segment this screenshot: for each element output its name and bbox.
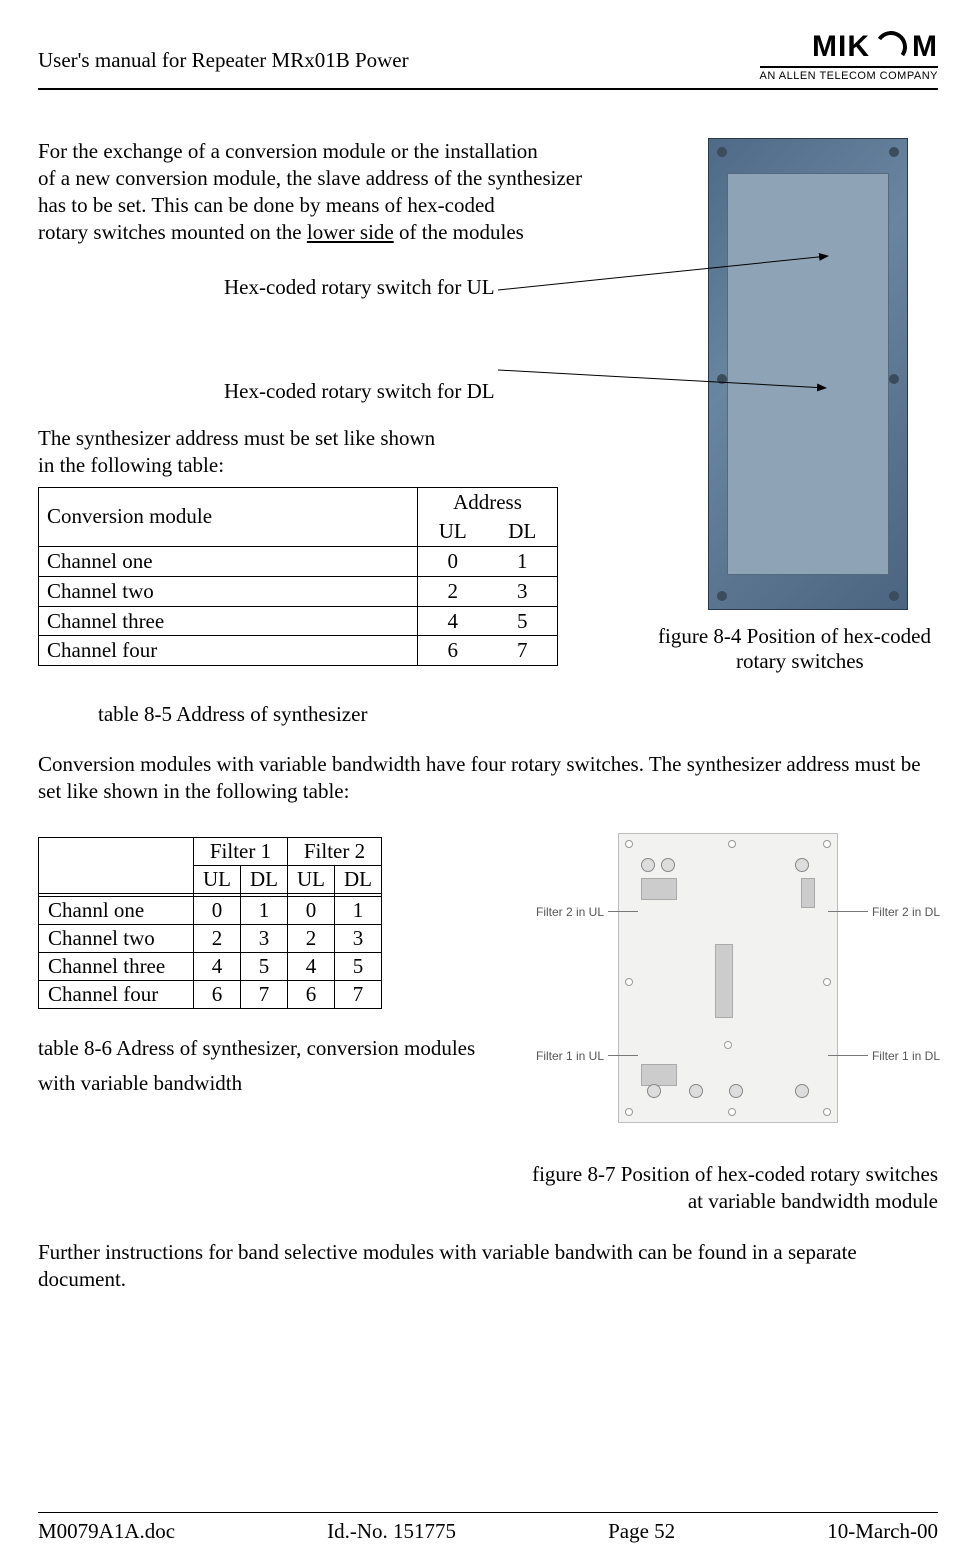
intro-line: rotary switches mounted on the <box>38 220 307 244</box>
header-title: User's manual for Repeater MRx01B Power <box>38 30 409 73</box>
table-cell: 5 <box>488 606 558 636</box>
logo-text-right: M <box>912 30 938 64</box>
module-photo <box>708 138 908 610</box>
table-row: Channel four 6 7 6 7 <box>39 980 382 1008</box>
table-cell: 0 <box>194 896 241 924</box>
table-cell: 7 <box>335 980 382 1008</box>
table-subheader: DL <box>241 865 288 893</box>
table-cell: 4 <box>194 952 241 980</box>
table-cell: 4 <box>418 606 488 636</box>
table-cell: 3 <box>335 924 382 952</box>
intro-line: of the modules <box>394 220 524 244</box>
caption-line: at variable bandwidth module <box>688 1189 938 1213</box>
footer-page: Page 52 <box>608 1519 675 1544</box>
intro-paragraph: For the exchange of a conversion module … <box>38 138 634 246</box>
table-caption: table 8-5 Address of synthesizer <box>98 702 938 727</box>
logo-arc-icon <box>872 28 909 65</box>
diagram-label: Filter 1 in DL <box>872 1049 940 1063</box>
table-subheader: DL <box>488 517 558 546</box>
text-line: in the following table: <box>38 453 224 477</box>
table-cell: 7 <box>241 980 288 1008</box>
table-cell: 3 <box>241 924 288 952</box>
figure-caption: figure 8-4 Position of hex-coded rotary … <box>658 624 938 674</box>
table-cell: Channel four <box>39 636 418 666</box>
table-cell: 5 <box>335 952 382 980</box>
logo-subtitle: AN ALLEN TELECOM COMPANY <box>760 66 938 82</box>
table-cell: 6 <box>418 636 488 666</box>
paragraph: Further instructions for band selective … <box>38 1239 938 1293</box>
table-subheader: UL <box>418 517 488 546</box>
table-header: Filter 2 <box>288 837 382 865</box>
caption-line: figure 8-4 Position of hex-coded <box>658 624 931 648</box>
table-cell: Channel two <box>39 576 418 606</box>
footer-doc: M0079A1A.doc <box>38 1519 175 1544</box>
table-cell: 4 <box>288 952 335 980</box>
table-row: Channl one 0 1 0 1 <box>39 896 382 924</box>
table-cell: 6 <box>194 980 241 1008</box>
callout-dl: Hex-coded rotary switch for DL <box>38 378 634 405</box>
variable-module-diagram: Filter 2 in UL Filter 2 in DL Filter 1 i… <box>538 823 938 1139</box>
table-caption: table 8-6 Adress of synthesizer, convers… <box>38 1035 475 1062</box>
diagram-label: Filter 2 in UL <box>536 905 604 919</box>
table-cell: 1 <box>241 896 288 924</box>
table-cell: Channel three <box>39 952 194 980</box>
table-row: Channel three 4 5 4 5 <box>39 952 382 980</box>
table-subheader: UL <box>194 865 241 893</box>
caption-line: rotary switches <box>658 649 938 674</box>
table-cell: 0 <box>288 896 335 924</box>
logo: MIK M AN ALLEN TELECOM COMPANY <box>760 30 938 82</box>
page-footer: M0079A1A.doc Id.-No. 151775 Page 52 10-M… <box>38 1512 938 1544</box>
paragraph: Conversion modules with variable bandwid… <box>38 751 938 805</box>
table-cell: Channel three <box>39 606 418 636</box>
intro-underline: lower side <box>307 220 394 244</box>
footer-date: 10-March-00 <box>827 1519 938 1544</box>
table-header: Address <box>418 488 558 517</box>
table-subheader: UL <box>288 865 335 893</box>
logo-text-left: MIK <box>812 30 870 64</box>
table-row: Channel two 2 3 2 3 <box>39 924 382 952</box>
table-row: Channel two 2 3 <box>39 576 558 606</box>
table-cell: 7 <box>488 636 558 666</box>
intro-line: of a new conversion module, the slave ad… <box>38 166 582 190</box>
page-header: User's manual for Repeater MRx01B Power … <box>38 30 938 90</box>
table-cell: 6 <box>288 980 335 1008</box>
table-cell: Channel two <box>39 924 194 952</box>
pre-table-text: The synthesizer address must be set like… <box>38 425 634 479</box>
caption-line: figure 8-7 Position of hex-coded rotary … <box>532 1162 938 1186</box>
table-cell: 0 <box>418 546 488 576</box>
synthesizer-address-table: Conversion module Address UL DL Channel … <box>38 487 558 666</box>
variable-bandwidth-table: Filter 1 Filter 2 UL DL UL DL Channl one… <box>38 837 382 1009</box>
table-row: Channel three 4 5 <box>39 606 558 636</box>
callout-ul: Hex-coded rotary switch for UL <box>38 274 634 301</box>
table-cell: 1 <box>488 546 558 576</box>
text-line: The synthesizer address must be set like… <box>38 426 435 450</box>
footer-id: Id.-No. 151775 <box>327 1519 456 1544</box>
table-header: Filter 1 <box>194 837 288 865</box>
diagram-label: Filter 1 in UL <box>536 1049 604 1063</box>
table-subheader: DL <box>335 865 382 893</box>
table-row: Channel four 6 7 <box>39 636 558 666</box>
table-cell: 1 <box>335 896 382 924</box>
table-cell: 3 <box>488 576 558 606</box>
table-row: Channel one 0 1 <box>39 546 558 576</box>
table-header: Conversion module <box>39 488 418 547</box>
table-cell: 2 <box>288 924 335 952</box>
figure-caption: figure 8-7 Position of hex-coded rotary … <box>38 1161 938 1216</box>
diagram-label: Filter 2 in DL <box>872 905 940 919</box>
intro-line: For the exchange of a conversion module … <box>38 139 538 163</box>
table-cell: 2 <box>194 924 241 952</box>
table-cell: Channel four <box>39 980 194 1008</box>
table-cell: 5 <box>241 952 288 980</box>
table-header <box>39 837 194 893</box>
intro-line: has to be set. This can be done by means… <box>38 193 495 217</box>
table-cell: 2 <box>418 576 488 606</box>
table-caption: with variable bandwidth <box>38 1070 475 1097</box>
table-cell: Channl one <box>39 896 194 924</box>
table-cell: Channel one <box>39 546 418 576</box>
